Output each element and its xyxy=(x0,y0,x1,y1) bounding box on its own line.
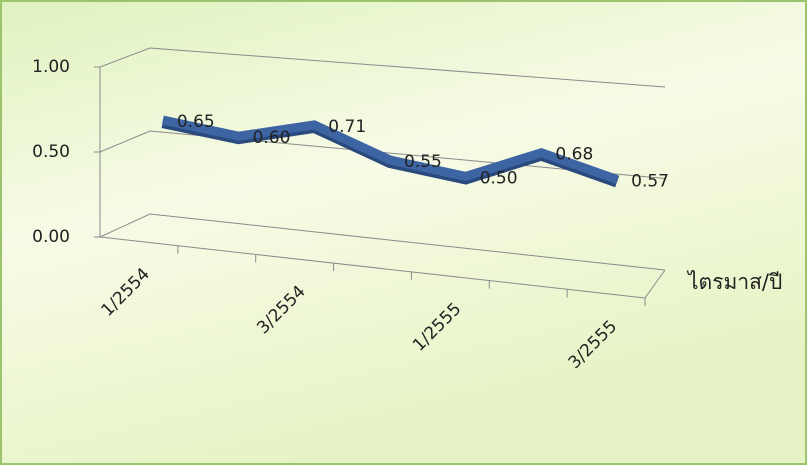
grid-line xyxy=(99,130,666,179)
data-label: 0.50 xyxy=(480,168,518,188)
grid-line xyxy=(99,213,666,271)
data-label: 0.68 xyxy=(555,145,593,165)
data-label: 0.57 xyxy=(631,172,669,192)
y-tick-label: 0.00 xyxy=(32,227,70,247)
grid-line xyxy=(99,47,666,88)
y-tick-label: 1.00 xyxy=(32,57,70,77)
line xyxy=(161,115,619,184)
x-axis-title: ไตรมาส/ปี xyxy=(686,270,782,294)
data-label: 0.55 xyxy=(404,152,442,172)
data-label: 0.65 xyxy=(177,112,215,132)
y-tick-label: 0.50 xyxy=(32,142,70,162)
data-label: 0.71 xyxy=(328,117,366,137)
data-label: 0.60 xyxy=(253,128,291,148)
